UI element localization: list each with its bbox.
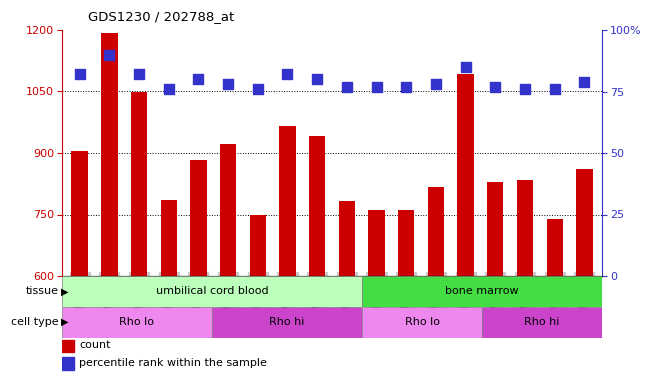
- Point: [431, 81, 441, 87]
- Bar: [309, 136, 326, 276]
- Bar: [161, 200, 177, 276]
- Text: GDS1230 / 202788_at: GDS1230 / 202788_at: [88, 10, 234, 24]
- Text: percentile rank within the sample: percentile rank within the sample: [79, 358, 267, 368]
- Point: [401, 84, 411, 90]
- Text: Rho hi: Rho hi: [525, 317, 560, 327]
- Point: [519, 86, 530, 92]
- Point: [283, 71, 293, 77]
- Text: tissue: tissue: [25, 286, 59, 296]
- Bar: [517, 180, 533, 276]
- Point: [253, 86, 263, 92]
- Bar: [62, 276, 362, 307]
- Point: [223, 81, 233, 87]
- Bar: [72, 151, 88, 276]
- Point: [490, 84, 501, 90]
- Bar: [62, 357, 74, 370]
- Point: [371, 84, 381, 90]
- Point: [193, 76, 204, 82]
- Bar: [546, 219, 563, 276]
- Point: [460, 64, 471, 70]
- Bar: [398, 210, 415, 276]
- Bar: [458, 74, 474, 276]
- Bar: [362, 276, 602, 307]
- Point: [342, 84, 352, 90]
- Text: Rho hi: Rho hi: [270, 317, 305, 327]
- Bar: [62, 307, 212, 338]
- Bar: [220, 144, 236, 276]
- Bar: [487, 182, 503, 276]
- Bar: [62, 340, 74, 352]
- Text: ▶: ▶: [61, 317, 69, 327]
- Bar: [279, 126, 296, 276]
- Point: [549, 86, 560, 92]
- Bar: [576, 169, 592, 276]
- Point: [579, 79, 590, 85]
- Point: [163, 86, 174, 92]
- Bar: [190, 160, 206, 276]
- Text: ▶: ▶: [61, 286, 69, 296]
- Bar: [339, 201, 355, 276]
- Text: count: count: [79, 340, 111, 350]
- Point: [104, 52, 115, 58]
- Text: Rho lo: Rho lo: [404, 317, 439, 327]
- Bar: [249, 214, 266, 276]
- Point: [74, 71, 85, 77]
- Point: [312, 76, 322, 82]
- Text: cell type: cell type: [11, 317, 59, 327]
- Text: umbilical cord blood: umbilical cord blood: [156, 286, 268, 296]
- Bar: [101, 33, 118, 276]
- Bar: [482, 307, 602, 338]
- Text: bone marrow: bone marrow: [445, 286, 519, 296]
- Bar: [131, 92, 147, 276]
- Bar: [368, 210, 385, 276]
- Point: [134, 71, 145, 77]
- Text: Rho lo: Rho lo: [119, 317, 154, 327]
- Bar: [362, 307, 482, 338]
- Bar: [428, 187, 444, 276]
- Bar: [212, 307, 362, 338]
